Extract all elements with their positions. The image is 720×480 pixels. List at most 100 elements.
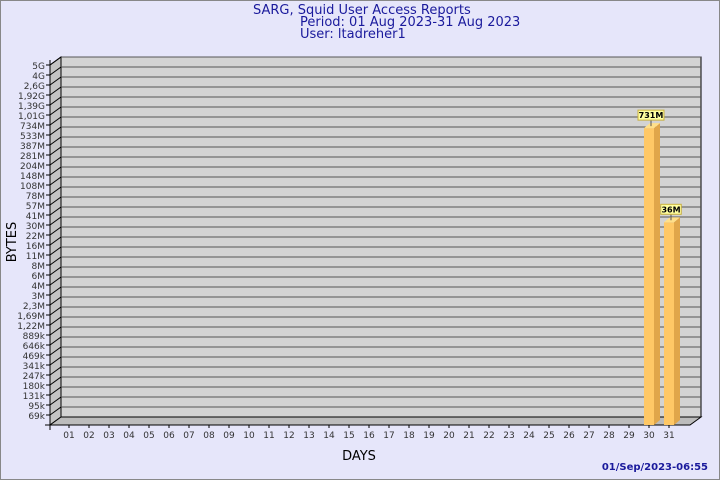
bar-side <box>654 123 660 425</box>
x-tick-label: 16 <box>363 431 375 441</box>
x-axis-label: DAYS <box>342 449 376 464</box>
data-label-box <box>660 203 682 215</box>
chart-period: Period: 01 Aug 2023-31 Aug 2023 <box>300 15 521 30</box>
x-tick-label: 21 <box>463 431 474 441</box>
bar-top <box>664 217 680 223</box>
bar-top <box>644 123 660 129</box>
y-tick-diagonal <box>49 296 62 306</box>
y-tick-diagonal <box>49 106 62 116</box>
y-tick-diagonal <box>49 146 62 156</box>
chart-title: SARG, Squid User Access Reports <box>253 3 471 18</box>
x-tick-label: 12 <box>283 431 294 441</box>
x-tick-label: 25 <box>543 431 554 441</box>
y-tick-diagonal <box>49 326 62 336</box>
y-tick-diagonal <box>49 96 62 106</box>
y-tick-label: 4M <box>32 282 46 292</box>
y-tick-label: 387M <box>20 142 45 152</box>
y-tick-label: 6M <box>32 272 46 282</box>
data-label: 36M <box>661 205 680 214</box>
y-tick-label: 734M <box>20 122 45 132</box>
bar <box>644 128 654 425</box>
y-tick-diagonal <box>49 266 62 276</box>
y-tick-diagonal <box>49 376 62 386</box>
x-tick-label: 10 <box>243 431 255 441</box>
y-tick-label: 57M <box>26 202 45 212</box>
x-tick-label: 13 <box>303 431 314 441</box>
data-label-box <box>637 109 665 121</box>
y-tick-diagonal <box>49 186 62 196</box>
plot-floor <box>48 416 703 426</box>
x-tick-label: 03 <box>103 431 114 441</box>
y-tick-label: 281M <box>20 152 45 162</box>
y-tick-label: 131k <box>23 392 46 402</box>
bar <box>664 222 674 425</box>
y-tick-diagonal <box>49 256 62 266</box>
y-tick-diagonal <box>49 246 62 256</box>
y-tick-label: 1,39G <box>18 102 45 112</box>
y-tick-label: 2,6G <box>24 82 45 92</box>
x-tick-label: 29 <box>623 431 635 441</box>
x-tick-label: 14 <box>323 431 335 441</box>
x-tick-label: 15 <box>343 431 354 441</box>
y-tick-diagonal <box>49 66 62 76</box>
y-tick-diagonal <box>49 336 62 346</box>
y-tick-label: 247k <box>23 372 46 382</box>
y-tick-diagonal <box>49 406 62 416</box>
y-tick-label: 341k <box>23 362 46 372</box>
x-tick-label: 24 <box>523 431 535 441</box>
x-tick-label: 30 <box>643 431 655 441</box>
y-tick-diagonal <box>49 56 62 66</box>
x-tick-label: 28 <box>603 431 615 441</box>
y-tick-diagonal <box>49 156 62 166</box>
y-tick-label: 646k <box>23 342 46 352</box>
y-tick-diagonal <box>49 206 62 216</box>
y-tick-label: 16M <box>26 242 45 252</box>
y-tick-diagonal <box>49 216 62 226</box>
x-tick-label: 08 <box>203 431 215 441</box>
x-tick-label: 27 <box>583 431 594 441</box>
y-tick-label: 41M <box>26 212 45 222</box>
y-tick-label: 3M <box>32 292 46 302</box>
y-tick-label: 69k <box>28 412 45 422</box>
y-tick-label: 533M <box>20 132 45 142</box>
y-tick-diagonal <box>49 276 62 286</box>
x-tick-label: 22 <box>483 431 494 441</box>
x-tick-label: 26 <box>563 431 575 441</box>
y-tick-label: 1,22M <box>17 322 45 332</box>
data-label: 731M <box>639 111 664 120</box>
y-tick-label: 204M <box>20 162 45 172</box>
y-tick-diagonal <box>49 306 62 316</box>
generated-timestamp: 01/Sep/2023-06:55 <box>602 462 708 473</box>
y-tick-label: 108M <box>20 182 45 192</box>
y-tick-label: 148M <box>20 172 45 182</box>
y-tick-diagonal <box>49 76 62 86</box>
y-tick-diagonal <box>49 346 62 356</box>
y-tick-label: 4G <box>32 72 45 82</box>
y-tick-diagonal <box>49 236 62 246</box>
y-tick-label: 1,69M <box>17 312 45 322</box>
y-tick-diagonal <box>49 286 62 296</box>
y-tick-label: 2,3M <box>23 302 45 312</box>
y-tick-diagonal <box>49 86 62 96</box>
y-tick-label: 8M <box>32 262 46 272</box>
y-tick-label: 78M <box>26 192 45 202</box>
y-tick-diagonal <box>49 386 62 396</box>
y-tick-diagonal <box>49 116 62 126</box>
x-tick-label: 18 <box>403 431 415 441</box>
y-tick-diagonal <box>49 356 62 366</box>
y-tick-diagonal <box>49 126 62 136</box>
chart-user: User: ltadreher1 <box>300 27 406 42</box>
y-tick-diagonal <box>49 396 62 406</box>
y-tick-diagonal <box>49 316 62 326</box>
y-tick-label: 30M <box>26 222 45 232</box>
y-tick-diagonal <box>49 226 62 236</box>
x-tick-label: 01 <box>63 431 74 441</box>
x-tick-label: 02 <box>83 431 94 441</box>
y-tick-label: 180k <box>23 382 46 392</box>
bar-side <box>674 217 680 425</box>
x-tick-label: 31 <box>663 431 674 441</box>
y-tick-diagonal <box>49 196 62 206</box>
x-tick-label: 06 <box>163 431 175 441</box>
y-tick-label: 95k <box>28 402 45 412</box>
